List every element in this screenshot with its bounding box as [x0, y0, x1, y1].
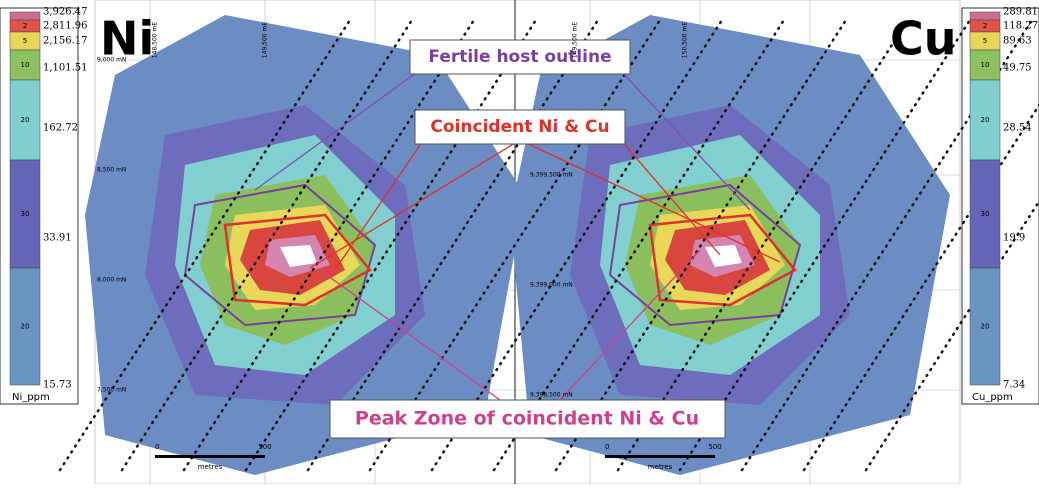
easting-label: 149,500 mE — [572, 22, 579, 59]
band-label: 2 — [23, 22, 27, 30]
legend-value: 118.27 — [1003, 21, 1038, 32]
legend-value: 3,926.47 — [43, 7, 88, 18]
northing-label: 9,398,500 mN — [530, 392, 573, 399]
northing-label: 8,000 mN — [97, 277, 126, 284]
legend-value: 89.63 — [1003, 36, 1032, 47]
scale-bar — [155, 455, 265, 458]
scale-label: 0 — [155, 443, 159, 451]
legend-value: 2,811.96 — [43, 21, 88, 32]
scale-label: 0 — [605, 443, 609, 451]
northing-label: 7,500 mN — [97, 387, 126, 394]
band-label: 5 — [23, 37, 27, 45]
band-label: 20 — [21, 116, 30, 124]
legend-value: 19.9 — [1003, 233, 1025, 244]
band-label: 20 — [21, 323, 30, 331]
northing-label: 9,399,000 mN — [530, 282, 573, 289]
panel-title: Cu — [890, 12, 957, 66]
band-label: 20 — [981, 323, 990, 331]
legend-value: 49.75 — [1003, 63, 1032, 74]
legend-band — [970, 12, 1000, 20]
scale-bar — [605, 455, 715, 458]
figure: Fertile host outline Coincident Ni & Cu … — [0, 0, 1039, 484]
legend-value: 289.81 — [1003, 7, 1038, 18]
easting-label: 149,500 mE — [262, 22, 269, 59]
legend-unit: Cu_ppm — [972, 392, 1013, 403]
legend-value: 28.54 — [1003, 123, 1032, 134]
legend-value: 7.34 — [1003, 380, 1025, 391]
legend-value: 2,156.17 — [43, 36, 88, 47]
band-label: 20 — [981, 116, 990, 124]
band-label: 10 — [981, 61, 990, 69]
callout: Fertile host outline — [428, 47, 611, 67]
band-label: 30 — [21, 210, 30, 218]
legend-unit: Ni_ppm — [12, 392, 50, 403]
easting-label: 148,500 mE — [152, 22, 159, 59]
northing-label: 9,399,500 mN — [530, 172, 573, 179]
band-label: 10 — [21, 61, 30, 69]
easting-label: 150,500 mE — [682, 22, 689, 59]
band-label: 5 — [983, 37, 987, 45]
legend-value: 15.73 — [43, 380, 72, 391]
band-label: 2 — [983, 22, 987, 30]
scale-label: 500 — [258, 443, 271, 451]
scale-label: metres — [648, 463, 673, 471]
legend-band — [10, 12, 40, 20]
band-label: 30 — [981, 210, 990, 218]
northing-label: 8,500 mN — [97, 167, 126, 174]
northing-label: 9,000 mN — [97, 57, 126, 64]
legend-value: 33.91 — [43, 233, 72, 244]
callout: Coincident Ni & Cu — [430, 117, 609, 137]
legend-value: 162.72 — [43, 123, 78, 134]
scale-label: 500 — [708, 443, 721, 451]
scale-label: metres — [198, 463, 223, 471]
callout: Peak Zone of coincident Ni & Cu — [355, 408, 699, 430]
legend-value: 1,101.51 — [43, 63, 88, 74]
